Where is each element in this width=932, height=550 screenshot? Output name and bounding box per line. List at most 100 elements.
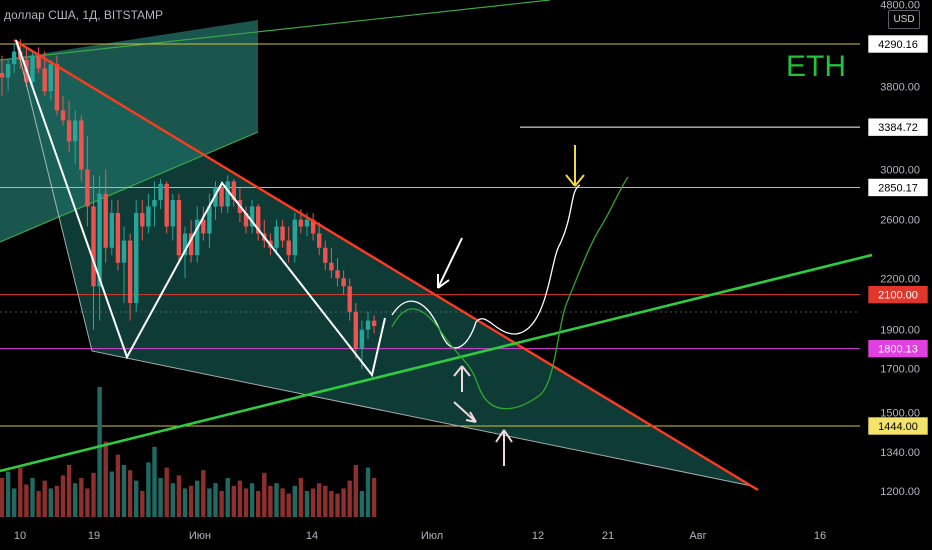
price-tick-label: 3800.00: [880, 82, 920, 94]
candle-body: [66, 120, 72, 142]
volume-bar: [146, 462, 151, 517]
candle-body: [36, 55, 41, 69]
candle-body: [158, 183, 163, 201]
volume-bar: [109, 471, 114, 517]
candle-body: [188, 233, 194, 256]
volume-bar: [298, 478, 304, 517]
candle-body: [127, 240, 133, 304]
volume-bar: [310, 488, 316, 517]
candle-body: [371, 320, 377, 327]
price-level-tag-label: 1800.13: [878, 344, 918, 356]
volume-bar: [274, 483, 279, 517]
volume-bar: [140, 491, 145, 517]
candle-body: [97, 193, 102, 287]
volume-bar: [115, 454, 121, 517]
price-level-tag: [867, 285, 929, 304]
volume-bar: [103, 441, 108, 517]
candle-body: [280, 226, 285, 241]
time-tick-label: Авг: [689, 530, 706, 542]
candle-body: [134, 213, 139, 304]
candle-body: [12, 51, 17, 65]
volume-bar: [353, 465, 358, 517]
volume-bar: [195, 480, 200, 517]
volume-bar: [30, 478, 35, 517]
volume-bar: [0, 478, 5, 517]
candle-body: [323, 247, 328, 263]
currency-label[interactable]: USD: [888, 10, 920, 29]
price-tick-label: 4800.00: [880, 0, 920, 12]
candle-body: [298, 219, 304, 227]
candle-body: [310, 219, 316, 234]
volume-bar: [317, 483, 322, 517]
volume-bar: [54, 485, 60, 517]
volume-bar: [304, 491, 310, 517]
volume-bar: [292, 485, 297, 517]
price-tick-label: 2200.00: [880, 273, 920, 285]
candle-body: [170, 200, 175, 227]
volume-bar: [341, 488, 346, 517]
volume-bar: [176, 475, 182, 517]
candle-body: [60, 110, 66, 121]
candle-body: [146, 206, 151, 227]
candle-body: [243, 213, 249, 227]
volume-bar: [243, 488, 249, 517]
candle-body: [249, 206, 255, 227]
candle-body: [274, 226, 279, 248]
candle-body: [219, 187, 224, 207]
pink-up-arrow-upper: [453, 365, 471, 392]
candle-body: [164, 183, 169, 227]
volume-bar: [201, 470, 206, 517]
candle-body: [195, 219, 200, 256]
price-tick-label: 1700.00: [880, 364, 920, 376]
candle-body: [201, 219, 206, 234]
price-level-tag-label: 2100.00: [878, 290, 918, 302]
volume-bar: [66, 465, 72, 517]
time-tick-label: 12: [532, 530, 544, 542]
candle-body: [359, 329, 365, 349]
volume-bar: [188, 485, 194, 517]
candle-body: [286, 240, 291, 256]
price-level-tag-label: 1444.00: [878, 421, 918, 433]
candle-body: [207, 206, 212, 234]
candle-body: [18, 51, 23, 60]
candle-body: [365, 320, 371, 330]
volume-bar: [335, 493, 340, 517]
volume-bar: [5, 471, 11, 517]
volume-bar: [371, 478, 377, 517]
volume-bar: [48, 488, 53, 517]
price-tick-label: 2600.00: [880, 215, 920, 227]
volume-bar: [91, 472, 96, 517]
volume-bar: [207, 488, 212, 517]
price-level-tag-label: 2850.17: [878, 182, 918, 194]
volume-bar: [219, 491, 224, 517]
time-tick-label: 14: [306, 530, 318, 542]
price-level-tag: [867, 117, 929, 137]
candle-body: [42, 68, 47, 92]
volume-bar: [121, 465, 127, 517]
time-tick-label: 10: [14, 530, 26, 542]
time-tick-label: Июл: [421, 530, 443, 542]
projection-green-curve: [391, 176, 629, 410]
price-level-tag-label: 4290.16: [878, 39, 918, 51]
candle-body: [292, 219, 297, 256]
candle-body: [304, 219, 310, 227]
price-level-tag: [867, 339, 929, 358]
volume-bar: [225, 478, 230, 517]
candle-body: [225, 181, 230, 207]
resistance-trendline: [13, 38, 759, 492]
candle-body: [0, 72, 5, 78]
volume-bar: [323, 485, 328, 517]
price-tick-label: 3000.00: [880, 164, 920, 176]
pattern-zigzag: [15, 39, 386, 378]
volume-bar: [280, 488, 285, 517]
volume-bar: [158, 478, 163, 517]
candle-body: [79, 120, 84, 170]
price-level-tag-label: 3384.72: [878, 122, 918, 134]
candle-body: [121, 240, 127, 263]
volume-bar: [359, 491, 365, 517]
volume-bar: [134, 480, 139, 517]
volume-bar: [286, 493, 291, 517]
candle-body: [5, 64, 11, 78]
volume-bar: [365, 467, 371, 517]
